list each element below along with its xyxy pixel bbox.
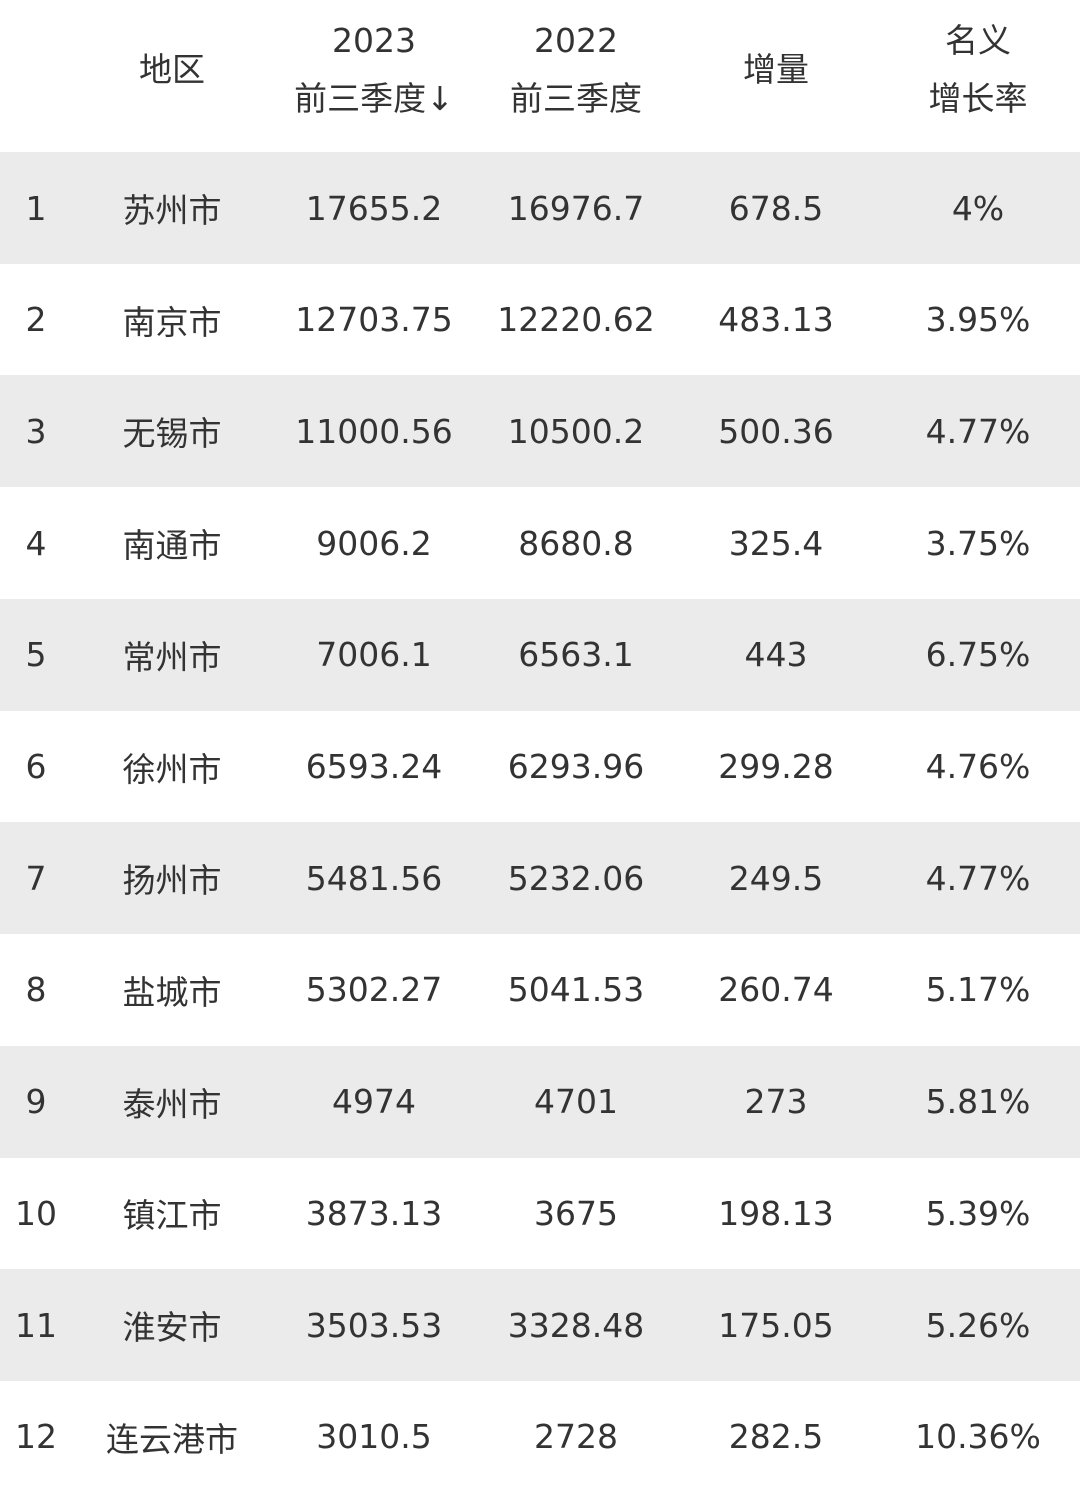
header-region[interactable]: 地区: [72, 0, 272, 140]
cell-rank: 6: [25, 747, 47, 786]
header-label: 前三季度: [510, 79, 642, 118]
cell-region: 苏州市: [122, 191, 222, 230]
cell-increase: 260.74: [718, 970, 834, 1010]
cell-rank: 2: [25, 300, 47, 340]
table-row: 10 镇江市 3873.13 3675 198.13 5.39%: [0, 1157, 1080, 1269]
cell-rank: 8: [25, 970, 47, 1010]
cell-growth: 3.75%: [925, 523, 1031, 563]
cell-region: 镇江市: [122, 1196, 222, 1236]
cell-growth: 3.95%: [925, 300, 1031, 340]
cell-y2023: 12703.75: [295, 300, 453, 340]
header-increase[interactable]: 增量: [676, 0, 876, 140]
table-row: 12 连云港市 3010.5 2728 282.5 10.36%: [0, 1381, 1080, 1493]
cell-growth: 5.39%: [925, 1193, 1031, 1233]
table-header: 地区 2023 前三季度↓ 2022 前三季度 增量 名义 增长率: [0, 0, 1080, 152]
cell-region: 南通市: [122, 526, 222, 566]
cell-growth: 4.76%: [925, 747, 1031, 786]
header-label: 2023: [332, 21, 416, 60]
table-row: 4 南通市 9006.2 8680.8 325.4 3.75%: [0, 487, 1080, 599]
table-row: 9 泰州市 4974 4701 273 5.81%: [0, 1045, 1080, 1158]
cell-y2023: 5481.56: [305, 858, 443, 898]
cell-y2022: 2728: [534, 1417, 618, 1457]
table-row: 6 徐州市 6593.24 6293.96 299.28 4.76%: [0, 711, 1080, 823]
cell-region: 南京市: [122, 302, 222, 342]
cell-y2023: 4974: [332, 1082, 416, 1122]
table-row: 2 南京市 12703.75 12220.62 483.13 3.95%: [0, 264, 1080, 376]
cell-y2023: 5302.27: [305, 970, 443, 1010]
cell-rank: 4: [25, 523, 47, 563]
cell-growth: 5.17%: [925, 970, 1031, 1010]
cell-increase: 500.36: [718, 411, 834, 451]
cell-growth: 4.77%: [925, 858, 1031, 898]
cell-rank: 1: [25, 188, 47, 228]
cell-region: 无锡市: [122, 414, 222, 454]
table-row: 7 扬州市 5481.56 5232.06 249.5 4.77%: [0, 822, 1080, 935]
cell-y2022: 8680.8: [518, 523, 634, 563]
cell-increase: 282.5: [728, 1417, 824, 1457]
cell-increase: 678.5: [728, 188, 824, 228]
table-row: 11 淮安市 3503.53 3328.48 175.05 5.26%: [0, 1269, 1080, 1381]
cell-rank: 3: [25, 411, 47, 451]
cell-rank: 7: [25, 858, 47, 898]
cell-y2023: 11000.56: [295, 411, 453, 451]
cell-region: 盐城市: [122, 972, 222, 1012]
table-row: 3 无锡市 11000.56 10500.2 500.36 4.77%: [0, 375, 1080, 488]
cell-y2023: 3010.5: [316, 1417, 432, 1457]
cell-region: 扬州市: [122, 861, 222, 901]
cell-region: 淮安市: [122, 1308, 222, 1347]
cell-rank: 11: [15, 1305, 57, 1345]
cell-rank: 9: [25, 1082, 47, 1122]
cell-increase: 483.13: [718, 300, 834, 340]
header-label: 前三季度↓: [294, 79, 454, 118]
table-row: 5 常州市 7006.1 6563.1 443 6.75%: [0, 598, 1080, 711]
cell-y2023: 3503.53: [305, 1305, 443, 1345]
header-label: 2022: [534, 21, 618, 60]
header-label: 增量: [743, 50, 809, 89]
header-2022[interactable]: 2022 前三季度: [476, 0, 676, 140]
cell-y2023: 17655.2: [305, 188, 443, 228]
cell-region: 连云港市: [106, 1419, 238, 1459]
header-label: 增长率: [928, 79, 1028, 118]
cell-region: 徐州市: [122, 749, 222, 789]
cell-growth: 4%: [951, 188, 1005, 228]
cell-y2022: 5041.53: [507, 970, 645, 1010]
cell-increase: 249.5: [728, 858, 824, 898]
cell-y2022: 5232.06: [507, 858, 645, 898]
cell-y2022: 16976.7: [507, 188, 645, 228]
cell-y2023: 6593.24: [305, 747, 443, 786]
cell-increase: 443: [744, 635, 808, 675]
cell-growth: 10.36%: [915, 1417, 1041, 1457]
cell-growth: 6.75%: [925, 635, 1031, 675]
cell-y2022: 10500.2: [507, 411, 645, 451]
table-row: 8 盐城市 5302.27 5041.53 260.74 5.17%: [0, 934, 1080, 1046]
cell-y2022: 4701: [534, 1082, 618, 1122]
cell-y2022: 12220.62: [497, 300, 655, 340]
cell-growth: 4.77%: [925, 411, 1031, 451]
cell-increase: 198.13: [718, 1193, 834, 1233]
cell-increase: 325.4: [728, 523, 824, 563]
cell-rank: 5: [25, 635, 47, 675]
header-label: 地区: [139, 50, 205, 89]
cell-increase: 175.05: [718, 1305, 834, 1345]
cell-growth: 5.26%: [925, 1305, 1031, 1345]
header-label: 名义: [945, 21, 1011, 60]
cell-y2023: 3873.13: [305, 1193, 443, 1233]
cell-y2022: 6563.1: [518, 635, 634, 675]
cell-rank: 10: [15, 1193, 57, 1233]
cell-increase: 273: [744, 1082, 808, 1122]
cell-y2022: 3675: [534, 1193, 618, 1233]
table-row: 1 苏州市 17655.2 16976.7 678.5 4%: [0, 152, 1080, 264]
header-2023[interactable]: 2023 前三季度↓: [272, 0, 476, 140]
cell-increase: 299.28: [718, 747, 834, 786]
cell-region: 泰州市: [122, 1084, 222, 1124]
cell-y2023: 9006.2: [316, 523, 432, 563]
cell-y2022: 3328.48: [507, 1305, 645, 1345]
cell-region: 常州市: [122, 637, 222, 677]
cell-rank: 12: [15, 1417, 57, 1457]
header-growth[interactable]: 名义 增长率: [876, 0, 1080, 140]
cell-y2022: 6293.96: [507, 747, 645, 786]
cell-y2023: 7006.1: [316, 635, 432, 675]
cell-growth: 5.81%: [925, 1082, 1031, 1122]
